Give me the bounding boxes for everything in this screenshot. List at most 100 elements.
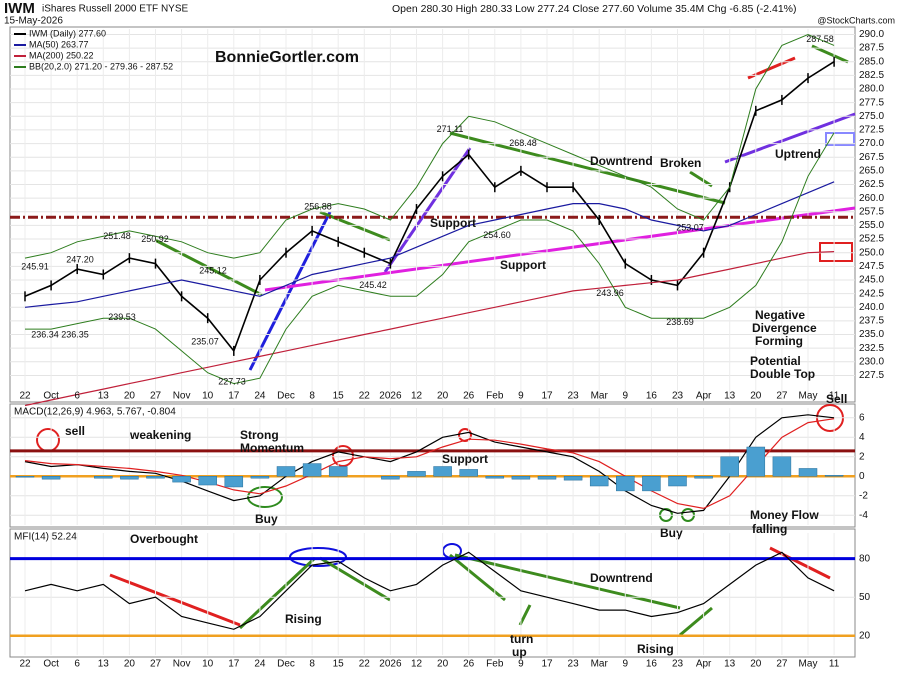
x-tick-label: Dec [277,391,295,402]
legend-label: MA(200) 250.22 [29,50,94,60]
annotation: Money Flow [750,508,819,522]
x-tick-label: 13 [724,391,736,402]
price-label: 245.91 [21,261,49,271]
x-tick-label: 24 [254,391,266,402]
price-label: 236.34 [31,330,59,340]
x-tick-label: 22 [359,659,371,670]
circle [289,547,347,567]
y-tick-label: 267.5 [859,152,884,163]
annotation: Double Top [750,367,815,381]
x-tick-label: 6 [74,659,80,670]
x-tick-label: 15 [333,659,345,670]
x-tick-label: Dec [277,659,295,670]
histogram-bar [798,468,818,477]
x-tick-label: 9 [623,659,629,670]
y-tick-label: 235.0 [859,329,884,340]
x-tick-label: 9 [518,659,524,670]
histogram-bar [302,463,322,477]
symbol: IWM [4,0,35,17]
y-tick-label: 277.5 [859,97,884,108]
annotation: Buy [255,512,278,526]
annotation: Support [442,452,488,466]
annotation: Support [500,258,546,272]
histogram-bar [198,476,217,486]
circle [247,486,283,508]
price-frame [9,26,856,403]
x-tick-label: 12 [411,391,423,402]
price-label: 245.42 [359,280,387,290]
y-tick-label: 260.0 [859,193,884,204]
arrow [238,556,317,630]
annotation: weakening [129,428,191,442]
histogram-bar [720,456,739,477]
series-line [24,251,835,407]
y-tick-label: 4 [859,432,865,443]
x-tick-label: 23 [568,391,580,402]
price-label: 251.48 [103,231,131,241]
y-tick-label: 270.0 [859,138,884,149]
y-tick-label: 290.0 [859,29,884,40]
histogram-bar [433,466,452,477]
x-tick-label: May [799,391,818,402]
y-tick-label: 232.5 [859,343,884,354]
y-tick-label: 282.5 [859,70,884,81]
circle [332,445,354,467]
histogram-bar [616,476,635,492]
y-tick-label: 245.0 [859,275,884,286]
price-label: 236.35 [61,330,89,340]
x-tick-label: 27 [776,659,788,670]
y-tick-label: 250.0 [859,247,884,258]
histogram-bar [772,456,792,477]
x-tick-label: 20 [124,391,136,402]
y-tick-label: 237.5 [859,316,884,327]
arrow [319,556,391,602]
trendline [811,44,849,64]
histogram-bar [694,476,713,479]
series-line [24,181,835,308]
x-tick-label: 20 [750,391,762,402]
x-tick-label: 2026 [379,659,402,670]
x-tick-label: 17 [541,391,553,402]
annotation: sell [65,424,85,438]
histogram-bar [407,471,426,477]
x-tick-label: 24 [254,659,266,670]
annotation: Buy [660,526,683,540]
price-label: 254.60 [483,230,511,240]
price-label: 287.58 [806,34,834,44]
annotation: Forming [755,334,803,348]
x-tick-label: 27 [150,659,162,670]
y-tick-label: 252.5 [859,234,884,245]
histogram-bar [120,476,139,480]
x-tick-label: 8 [309,659,315,670]
x-tick-label: 9 [623,391,629,402]
price-label: 250.92 [141,234,169,244]
y-tick-label: -4 [859,510,868,521]
legend-label: IWM (Daily) 277.60 [29,28,106,38]
x-tick-label: 23 [672,659,684,670]
bollinger-band [24,33,835,259]
histogram-bar [41,476,61,480]
x-tick-label: 22 [19,659,31,670]
annotation: Overbought [130,532,198,546]
histogram-bar [146,476,165,479]
trendline [154,238,263,297]
annotation: Rising [637,642,674,656]
histogram-bar [459,469,478,477]
series-line [24,418,835,510]
arrow [449,553,506,602]
x-tick-label: Feb [486,391,504,402]
chart-date: 15-May-2026 [4,16,63,27]
histogram-bar [250,476,270,479]
y-tick-label: 20 [859,630,871,641]
x-tick-label: Oct [43,659,59,670]
price-label: 271.11 [437,124,464,134]
y-tick-label: -2 [859,490,868,501]
annotation: Uptrend [775,147,821,161]
x-tick-label: 26 [463,391,475,402]
x-tick-label: 16 [646,391,658,402]
security-name: iShares Russell 2000 ETF NYSE [42,4,189,15]
y-tick-label: 285.0 [859,56,884,67]
price-label: 243.96 [596,288,624,298]
x-tick-label: 11 [829,659,840,670]
x-tick-label: Apr [696,659,712,670]
